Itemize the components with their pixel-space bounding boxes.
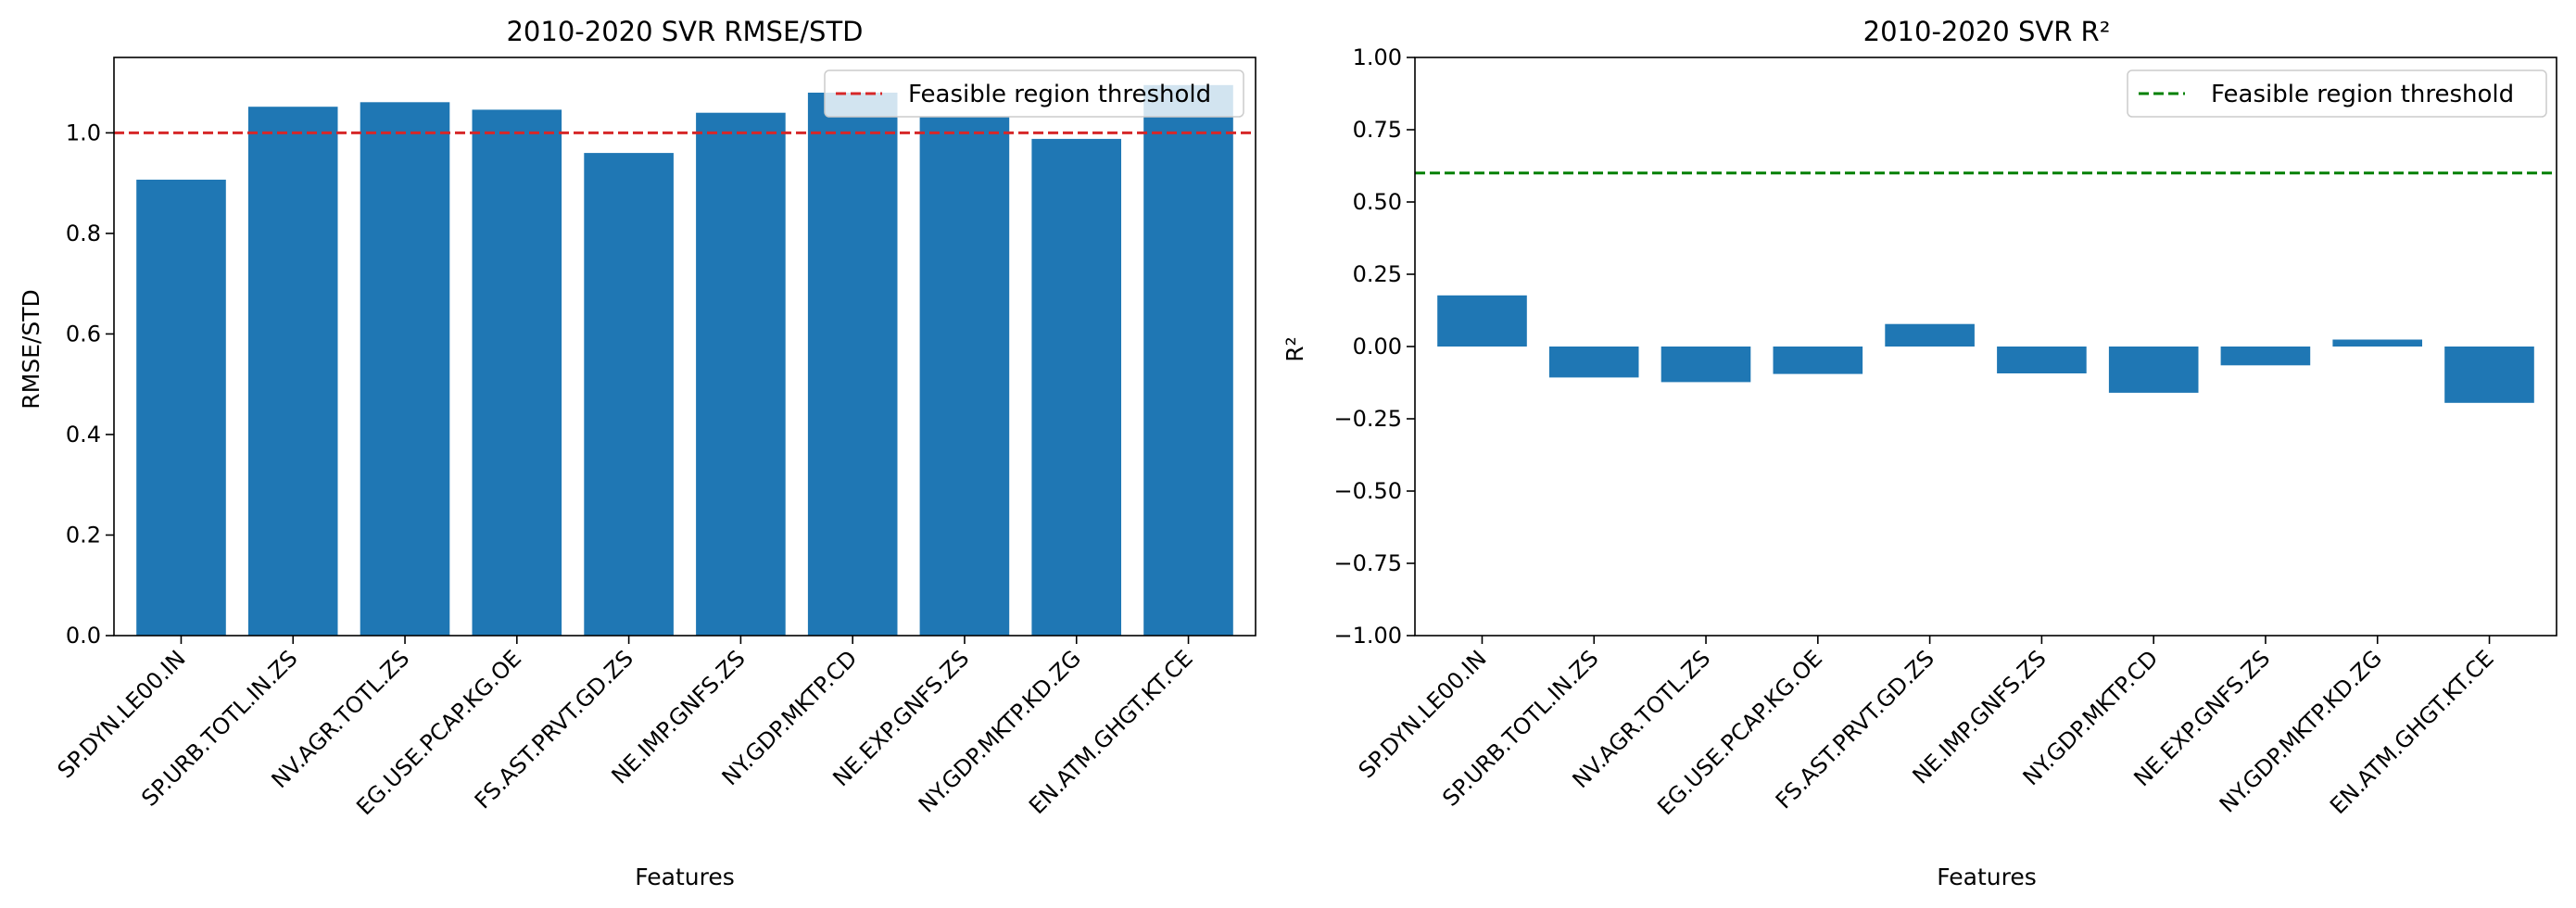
plot-frame <box>1414 57 2557 637</box>
y-tick-label: 0.2 <box>66 522 101 548</box>
bars <box>136 84 1233 637</box>
y-tick-label: −0.75 <box>1333 550 1402 576</box>
y-ticks: −1.00 −0.75 −0.50 −0.25 0.00 0.25 0.50 0.75 1.00 <box>1333 44 1415 649</box>
bar-en-atm-ghgt-kt-ce <box>2444 347 2534 403</box>
y-tick-label: 0.00 <box>1353 334 1402 359</box>
x-axis-label: Features <box>1937 864 2037 890</box>
legend: Feasible region threshold <box>824 69 1244 118</box>
y-tick-label: −0.50 <box>1333 478 1402 504</box>
chart-title: 2010-2020 SVR RMSE/STD <box>506 16 863 47</box>
legend-box <box>824 69 1244 118</box>
y-tick-label: 0.75 <box>1353 117 1402 143</box>
chart-title: 2010-2020 SVR R² <box>1863 16 2111 47</box>
bar-fs-ast-prvt-gd-zs <box>1885 323 1975 347</box>
bar-sp-dyn-le00-in <box>1437 295 1527 347</box>
bar-ne-imp-gnfs-zs <box>696 112 786 636</box>
x-ticks: SP.DYN.LE00.INSP.URB.TOTL.IN.ZSNV.AGR.TO… <box>53 636 1198 820</box>
rmse-std-chart: 2010-2020 SVR RMSE/STD Features RMSE/STD… <box>18 16 1256 890</box>
bars <box>1437 295 2534 403</box>
x-axis-label: Features <box>635 864 735 890</box>
bar-eg-use-pcap-kg-oe <box>1773 347 1863 374</box>
y-tick-label: 0.4 <box>66 422 101 448</box>
legend-box <box>2127 69 2547 118</box>
y-tick-label: 1.0 <box>66 120 101 145</box>
y-ticks: 0.0 0.2 0.4 0.6 0.8 1.0 <box>66 120 114 649</box>
legend-label: Feasible region threshold <box>2211 81 2514 108</box>
legend-label: Feasible region threshold <box>908 81 1211 108</box>
bar-nv-agr-totl-zs <box>1661 347 1751 383</box>
bar-fs-ast-prvt-gd-zs <box>584 153 674 637</box>
y-tick-label: 0.25 <box>1353 261 1402 287</box>
bar-ny-gdp-mktp-cd <box>2108 347 2199 393</box>
y-tick-label: −0.25 <box>1333 406 1402 432</box>
y-axis-label: R² <box>1282 336 1308 361</box>
bar-ne-exp-gnfs-zs <box>2220 347 2311 366</box>
y-tick-label: 0.6 <box>66 321 101 347</box>
r-squared-chart: 2010-2020 SVR R² Features R² −1.00−0.75−… <box>1282 16 2557 890</box>
bar-en-atm-ghgt-kt-ce <box>1143 84 1233 637</box>
legend: Feasible region threshold <box>2127 69 2547 118</box>
y-tick-label: 1.00 <box>1353 44 1402 70</box>
plot-frame <box>113 57 1256 637</box>
bar-ny-gdp-mktp-cd <box>807 93 898 636</box>
bar-ne-imp-gnfs-zs <box>1997 347 2087 373</box>
y-axis-label: RMSE/STD <box>18 289 44 409</box>
bar-ny-gdp-mktp-kd-zg <box>2332 339 2422 347</box>
y-tick-label: 0.50 <box>1353 189 1402 215</box>
y-tick-label: 0.8 <box>66 221 101 246</box>
bar-nv-agr-totl-zs <box>360 102 450 637</box>
y-tick-label: 0.0 <box>66 623 101 649</box>
bar-ne-exp-gnfs-zs <box>919 117 1010 636</box>
y-tick-label: −1.00 <box>1333 623 1402 649</box>
bar-sp-dyn-le00-in <box>136 179 226 636</box>
x-ticks: SP.DYN.LE00.INSP.URB.TOTL.IN.ZSNV.AGR.TO… <box>1354 636 2499 820</box>
bar-sp-urb-totl-in-zs <box>247 107 338 636</box>
bar-sp-urb-totl-in-zs <box>1548 347 1639 378</box>
bar-eg-use-pcap-kg-oe <box>472 109 562 636</box>
bar-ny-gdp-mktp-kd-zg <box>1031 138 1121 636</box>
